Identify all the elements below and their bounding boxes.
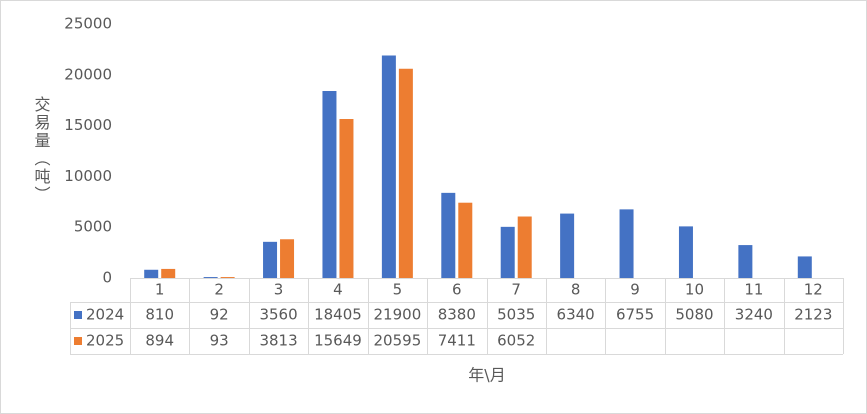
table-value: 7411 [438, 332, 476, 350]
bar [458, 202, 473, 278]
y-axis-label: 交易量（吨） [32, 96, 51, 204]
bar [161, 268, 176, 278]
legend-label: 2025 [86, 332, 124, 350]
bar [678, 226, 693, 278]
bar [339, 119, 354, 278]
table-value: 92 [210, 306, 229, 324]
x-tick-label: 12 [804, 281, 823, 299]
bar [500, 226, 515, 278]
y-tick-label: 20000 [64, 65, 112, 83]
table-value: 18405 [314, 306, 362, 324]
x-tick-label: 1 [155, 281, 165, 299]
bar [381, 55, 396, 278]
table-value: 5035 [497, 306, 535, 324]
bar [322, 91, 337, 278]
x-tick-label: 10 [685, 281, 704, 299]
table-value: 3813 [259, 332, 297, 350]
y-tick-label: 25000 [64, 15, 112, 33]
table-value: 6755 [616, 306, 654, 324]
table-value: 5080 [675, 306, 713, 324]
bar [263, 241, 278, 278]
x-axis-label: 年\月 [468, 366, 505, 385]
x-tick-label: 4 [333, 281, 343, 299]
bar [560, 213, 575, 278]
x-tick-label: 9 [630, 281, 640, 299]
bar [203, 277, 218, 278]
table-value: 810 [145, 306, 174, 324]
bar [144, 269, 159, 278]
table-value: 8380 [438, 306, 476, 324]
y-tick-label: 15000 [64, 116, 112, 134]
x-tick-label: 2 [214, 281, 224, 299]
table-value: 6052 [497, 332, 535, 350]
bar [441, 192, 456, 278]
table-value: 20595 [374, 332, 422, 350]
bar [619, 209, 634, 278]
y-tick-label: 10000 [64, 167, 112, 185]
x-tick-label: 7 [511, 281, 521, 299]
legend-swatch [74, 311, 82, 319]
x-tick-label: 6 [452, 281, 462, 299]
bar [398, 68, 413, 279]
table-value: 894 [145, 332, 174, 350]
table-value: 3240 [735, 306, 773, 324]
legend-label: 2024 [86, 306, 124, 324]
table-value: 15649 [314, 332, 362, 350]
table-value: 21900 [374, 306, 422, 324]
table-value: 93 [210, 332, 229, 350]
table-value: 3560 [259, 306, 297, 324]
bar [280, 239, 295, 278]
legend-swatch [74, 337, 82, 345]
bar [517, 216, 532, 278]
x-tick-label: 11 [744, 281, 763, 299]
y-tick-label: 5000 [74, 218, 112, 236]
x-tick-label: 3 [274, 281, 284, 299]
table-value: 6340 [557, 306, 595, 324]
y-tick-label: 0 [102, 269, 112, 287]
bar [738, 245, 753, 278]
x-tick-label: 8 [571, 281, 581, 299]
x-tick-label: 5 [393, 281, 403, 299]
bar [797, 256, 812, 278]
bar [220, 277, 235, 278]
table-value: 2123 [794, 306, 832, 324]
